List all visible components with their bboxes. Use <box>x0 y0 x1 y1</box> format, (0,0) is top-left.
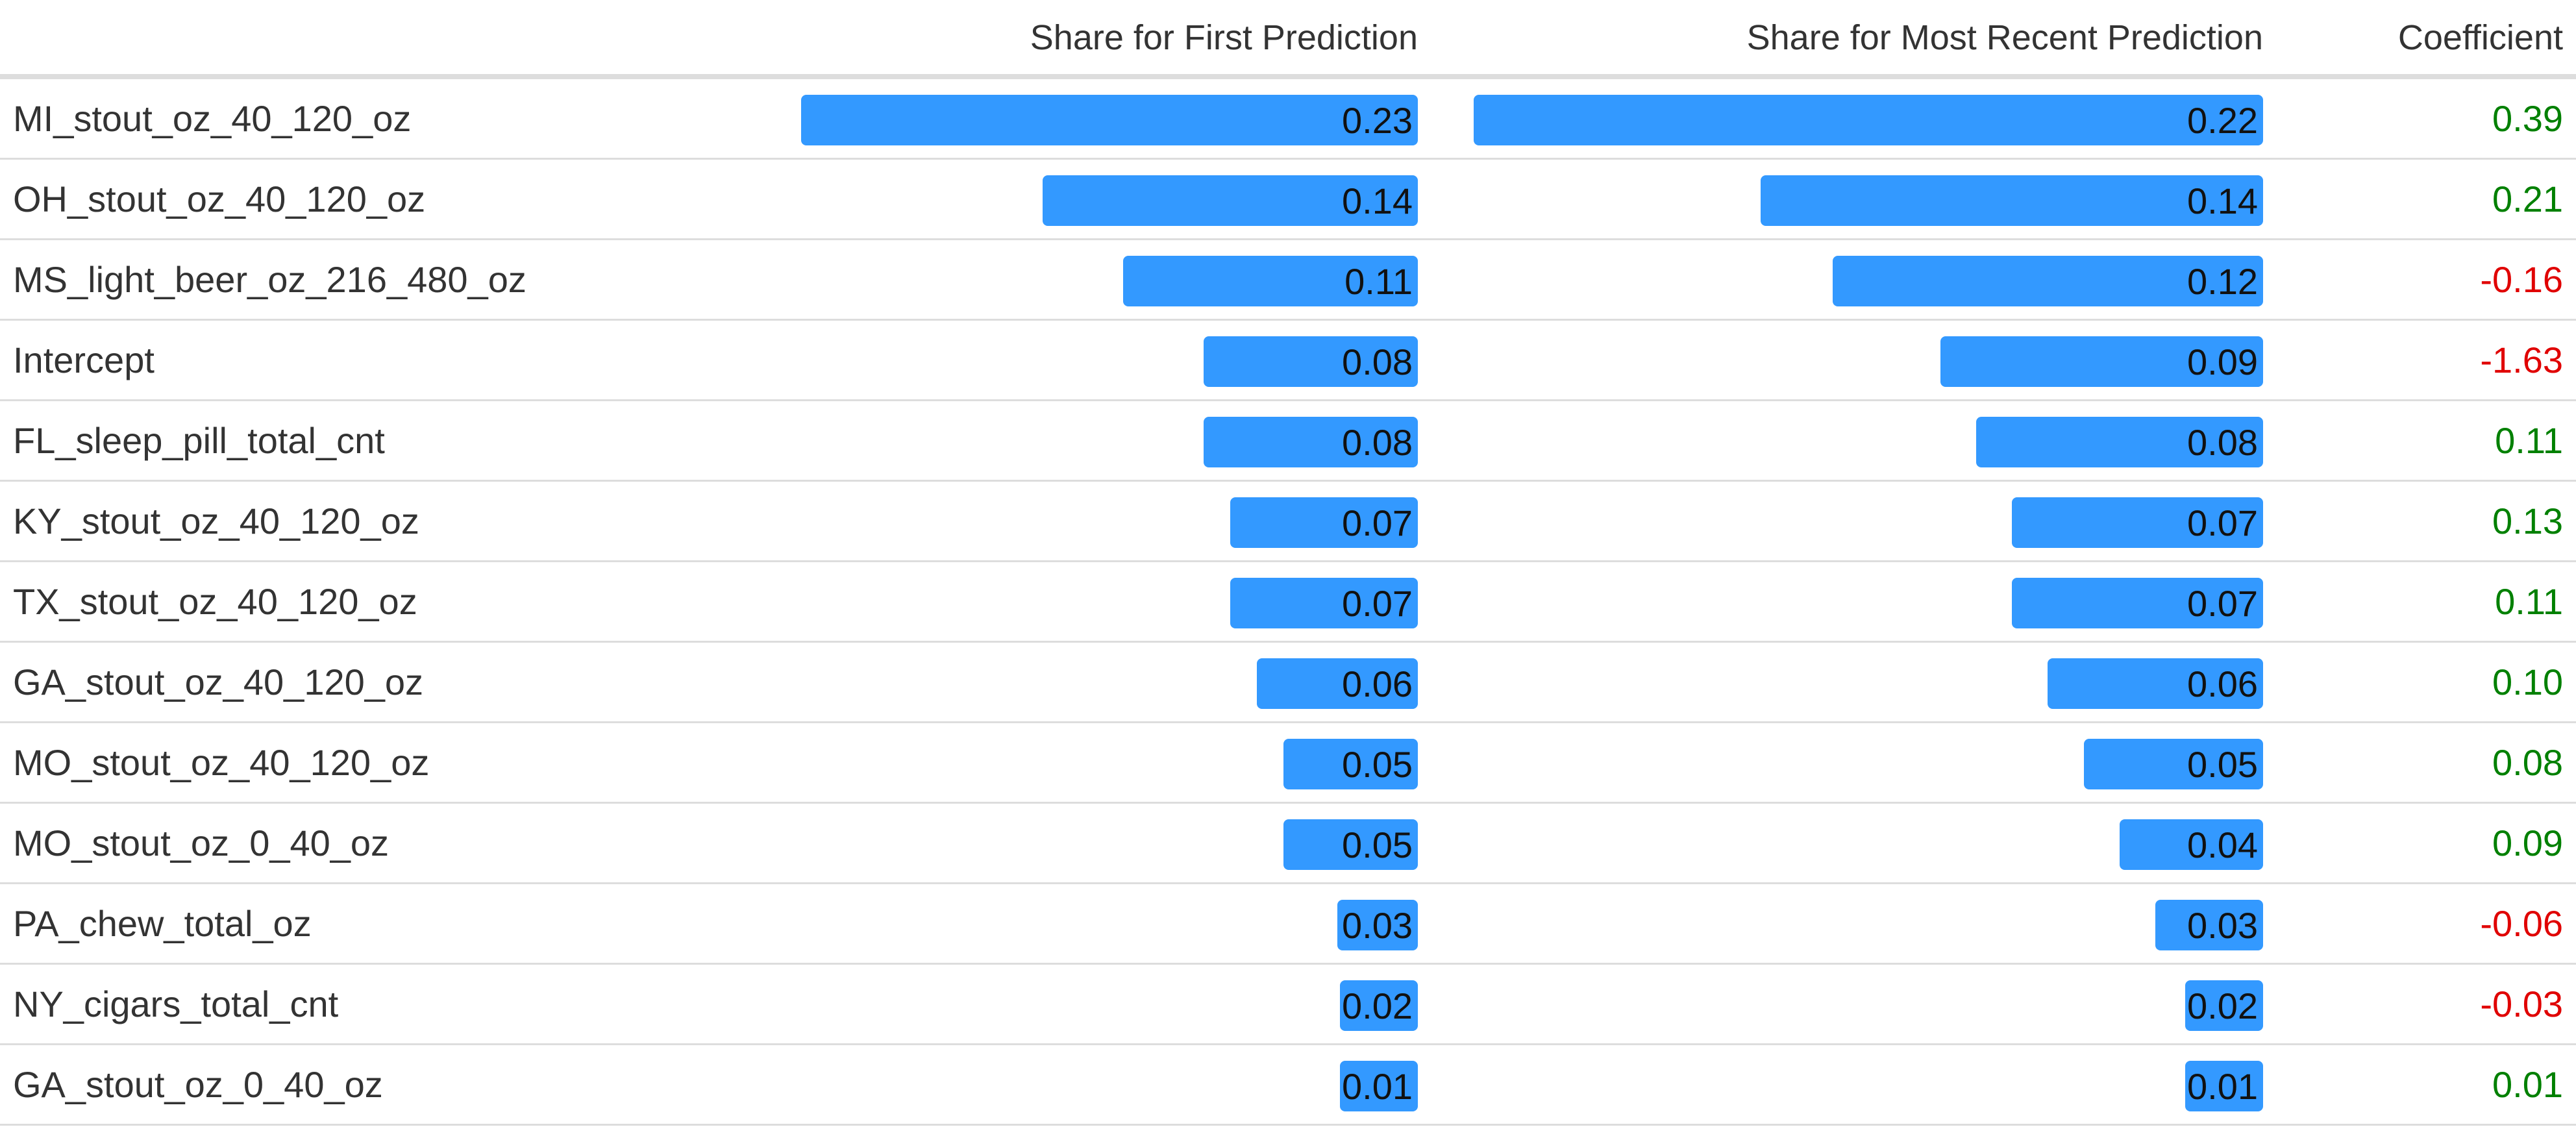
coefficient-value: 0.11 <box>2495 420 2563 461</box>
coefficient-value: -0.03 <box>2480 984 2563 1024</box>
table-row: OH_stout_oz_40_120_oz 0.14 0.14 0.21 <box>0 160 2576 240</box>
recent-prediction-bar: 0.01 <box>2185 1061 2263 1111</box>
coefficient-value: 0.39 <box>2492 98 2563 139</box>
table-row: NY_cigars_total_cnt 0.02 0.02 -0.03 <box>0 965 2576 1045</box>
feature-name: MS_light_beer_oz_216_480_oz <box>13 259 526 300</box>
feature-name: NY_cigars_total_cnt <box>13 984 339 1024</box>
table-row: FL_sleep_pill_total_cnt 0.08 0.08 0.11 <box>0 401 2576 482</box>
coefficient-value: 0.10 <box>2492 662 2563 702</box>
table-row: KY_stout_oz_40_120_oz 0.07 0.07 0.13 <box>0 482 2576 562</box>
coefficient-value: 0.11 <box>2495 581 2563 622</box>
recent-prediction-bar: 0.09 <box>1940 336 2263 387</box>
recent-prediction-value: 0.08 <box>2187 422 2258 463</box>
first-prediction-bar: 0.08 <box>1204 336 1418 387</box>
recent-prediction-bar: 0.05 <box>2084 739 2263 789</box>
recent-prediction-bar: 0.14 <box>1761 175 2263 226</box>
recent-prediction-bar: 0.06 <box>2048 658 2263 709</box>
recent-prediction-bar: 0.12 <box>1833 256 2263 306</box>
recent-prediction-value: 0.09 <box>2187 341 2258 382</box>
coefficient-value: 0.01 <box>2492 1064 2563 1105</box>
first-prediction-value: 0.05 <box>1342 824 1413 865</box>
coefficient-value: 0.13 <box>2492 501 2563 541</box>
feature-name: PA_chew_total_oz <box>13 903 312 944</box>
recent-prediction-value: 0.02 <box>2187 985 2258 1026</box>
first-prediction-bar: 0.07 <box>1230 578 1418 628</box>
table-row: PA_chew_total_oz 0.03 0.03 -0.06 <box>0 884 2576 965</box>
feature-name: KY_stout_oz_40_120_oz <box>13 501 419 541</box>
first-prediction-value: 0.23 <box>1342 100 1413 141</box>
table-row: MI_stout_oz_40_120_oz 0.23 0.22 0.39 <box>0 79 2576 160</box>
recent-prediction-value: 0.04 <box>2187 824 2258 865</box>
recent-prediction-value: 0.07 <box>2187 583 2258 624</box>
recent-prediction-bar: 0.22 <box>1474 95 2263 145</box>
coefficient-value: -0.06 <box>2480 903 2563 944</box>
first-prediction-value: 0.14 <box>1342 180 1413 221</box>
table-header: Share for First Prediction Share for Mos… <box>0 0 2576 79</box>
recent-prediction-bar: 0.07 <box>2012 578 2263 628</box>
feature-name: FL_sleep_pill_total_cnt <box>13 420 385 461</box>
first-prediction-value: 0.08 <box>1342 341 1413 382</box>
first-prediction-bar: 0.02 <box>1340 980 1418 1031</box>
first-prediction-bar: 0.11 <box>1123 256 1418 306</box>
first-prediction-bar: 0.06 <box>1257 658 1418 709</box>
recent-prediction-bar: 0.03 <box>2155 900 2263 950</box>
feature-name: OH_stout_oz_40_120_oz <box>13 179 426 219</box>
coefficient-value: -0.16 <box>2480 259 2563 300</box>
recent-prediction-value: 0.07 <box>2187 502 2258 543</box>
feature-name: TX_stout_oz_40_120_oz <box>13 581 417 622</box>
coefficient-value: -1.63 <box>2480 340 2563 380</box>
first-prediction-value: 0.02 <box>1342 985 1413 1026</box>
first-prediction-value: 0.07 <box>1342 502 1413 543</box>
first-prediction-bar: 0.05 <box>1283 739 1418 789</box>
recent-prediction-bar: 0.02 <box>2185 980 2263 1031</box>
table-row: MO_stout_oz_40_120_oz 0.05 0.05 0.08 <box>0 723 2576 804</box>
feature-name: GA_stout_oz_40_120_oz <box>13 662 424 702</box>
recent-prediction-bar: 0.04 <box>2120 819 2263 870</box>
first-prediction-value: 0.07 <box>1342 583 1413 624</box>
table-row: GA_stout_oz_40_120_oz 0.06 0.06 0.10 <box>0 643 2576 723</box>
feature-name: MO_stout_oz_40_120_oz <box>13 742 430 783</box>
feature-name: MO_stout_oz_0_40_oz <box>13 823 390 863</box>
recent-prediction-value: 0.03 <box>2187 905 2258 946</box>
recent-prediction-value: 0.12 <box>2187 261 2258 302</box>
table-row: MS_light_beer_oz_216_480_oz 0.11 0.12 -0.16 <box>0 240 2576 321</box>
recent-prediction-bar: 0.08 <box>1976 417 2263 467</box>
feature-name: MI_stout_oz_40_120_oz <box>13 98 412 139</box>
table-row: MO_stout_oz_0_40_oz 0.05 0.04 0.09 <box>0 804 2576 884</box>
first-prediction-bar: 0.07 <box>1230 497 1418 548</box>
first-prediction-value: 0.03 <box>1342 905 1413 946</box>
first-prediction-bar: 0.23 <box>801 95 1418 145</box>
first-prediction-value: 0.08 <box>1342 422 1413 463</box>
header-first-prediction: Share for First Prediction <box>1030 18 1418 57</box>
first-prediction-bar: 0.08 <box>1204 417 1418 467</box>
first-prediction-bar: 0.01 <box>1340 1061 1418 1111</box>
recent-prediction-value: 0.01 <box>2187 1066 2258 1107</box>
recent-prediction-value: 0.14 <box>2187 180 2258 221</box>
feature-name: Intercept <box>13 340 155 380</box>
feature-name: GA_stout_oz_0_40_oz <box>13 1064 383 1105</box>
header-most-recent-prediction: Share for Most Recent Prediction <box>1746 18 2263 57</box>
table-row: GA_stout_oz_0_40_oz 0.01 0.01 0.01 <box>0 1045 2576 1126</box>
table-row: Intercept 0.08 0.09 -1.63 <box>0 321 2576 401</box>
coefficient-value: 0.08 <box>2492 742 2563 783</box>
first-prediction-value: 0.11 <box>1344 261 1413 302</box>
table-row: TX_stout_oz_40_120_oz 0.07 0.07 0.11 <box>0 562 2576 643</box>
recent-prediction-value: 0.05 <box>2187 744 2258 785</box>
recent-prediction-bar: 0.07 <box>2012 497 2263 548</box>
first-prediction-bar: 0.14 <box>1043 175 1418 226</box>
header-coefficient: Coefficient <box>2397 18 2563 57</box>
first-prediction-value: 0.06 <box>1342 663 1413 704</box>
first-prediction-bar: 0.03 <box>1337 900 1418 950</box>
coefficient-value: 0.09 <box>2492 823 2563 863</box>
first-prediction-value: 0.05 <box>1342 744 1413 785</box>
first-prediction-bar: 0.05 <box>1283 819 1418 870</box>
coefficient-value: 0.21 <box>2492 179 2563 219</box>
recent-prediction-value: 0.06 <box>2187 663 2258 704</box>
first-prediction-value: 0.01 <box>1342 1066 1413 1107</box>
recent-prediction-value: 0.22 <box>2187 100 2258 141</box>
